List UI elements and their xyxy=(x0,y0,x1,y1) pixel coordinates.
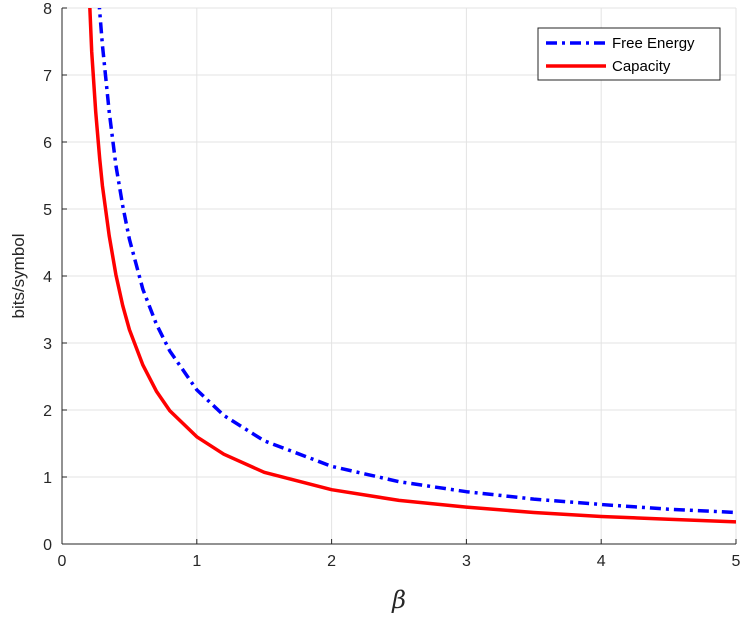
x-tick-label: 0 xyxy=(58,553,67,570)
legend-label-capacity: Capacity xyxy=(612,58,671,75)
x-tick-label: 3 xyxy=(462,553,471,570)
y-tick-label: 7 xyxy=(43,68,52,85)
y-tick-label: 5 xyxy=(43,202,52,219)
legend: Free Energy Capacity xyxy=(538,28,720,80)
y-tick-label: 2 xyxy=(43,403,52,420)
y-tick-label: 6 xyxy=(43,135,52,152)
x-tick-label: 2 xyxy=(327,553,336,570)
x-tick-label: 4 xyxy=(597,553,606,570)
y-tick-label: 0 xyxy=(43,537,52,554)
x-tick-label: 5 xyxy=(732,553,740,570)
legend-label-free-energy: Free Energy xyxy=(612,35,695,52)
y-tick-label: 1 xyxy=(43,470,52,487)
y-tick-label: 3 xyxy=(43,336,52,353)
x-tick-label: 1 xyxy=(192,553,201,570)
x-axis-label: β xyxy=(391,586,406,614)
y-tick-label: 4 xyxy=(43,269,52,286)
y-tick-label: 8 xyxy=(43,1,52,18)
y-axis-label: bits/symbol xyxy=(9,233,28,318)
